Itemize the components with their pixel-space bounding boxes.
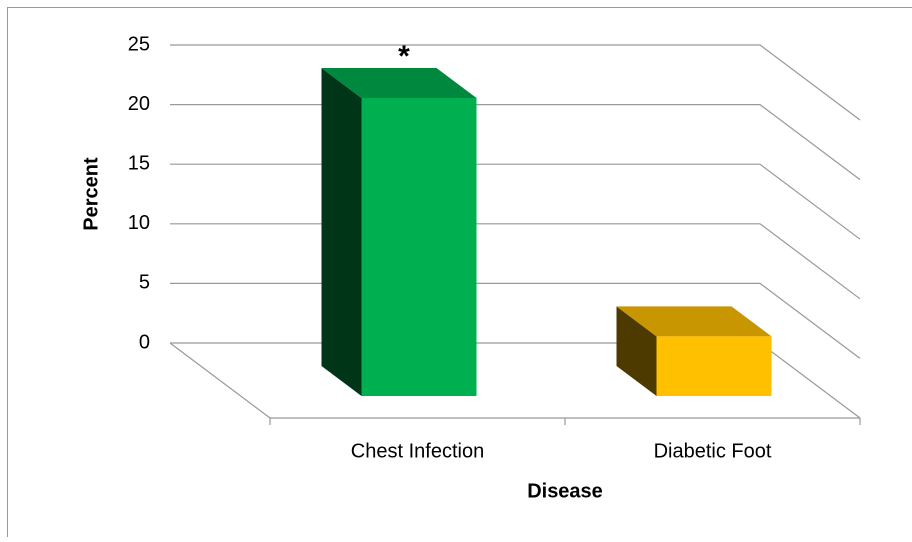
y-tick-label: 15 [128, 152, 150, 174]
x-axis-label: Disease [527, 480, 603, 502]
y-tick-label: 0 [139, 331, 150, 353]
y-tick-label: 25 [128, 33, 150, 55]
x-tick-label: Chest Infection [351, 440, 484, 462]
annotation: * [398, 40, 410, 73]
bar [617, 306, 772, 396]
bar-side [322, 68, 362, 396]
bar-front [362, 98, 477, 396]
y-axis-label: Percent [80, 157, 102, 231]
grid-line [170, 224, 860, 299]
grid-line [170, 105, 860, 180]
y-tick-label: 5 [139, 272, 150, 294]
grid-line [170, 164, 860, 239]
bar-front [657, 336, 772, 396]
bar [322, 68, 477, 396]
grid-line [170, 45, 860, 120]
y-tick-label: 10 [128, 212, 150, 234]
x-tick-label: Diabetic Foot [654, 440, 772, 462]
y-tick-label: 20 [128, 93, 150, 115]
